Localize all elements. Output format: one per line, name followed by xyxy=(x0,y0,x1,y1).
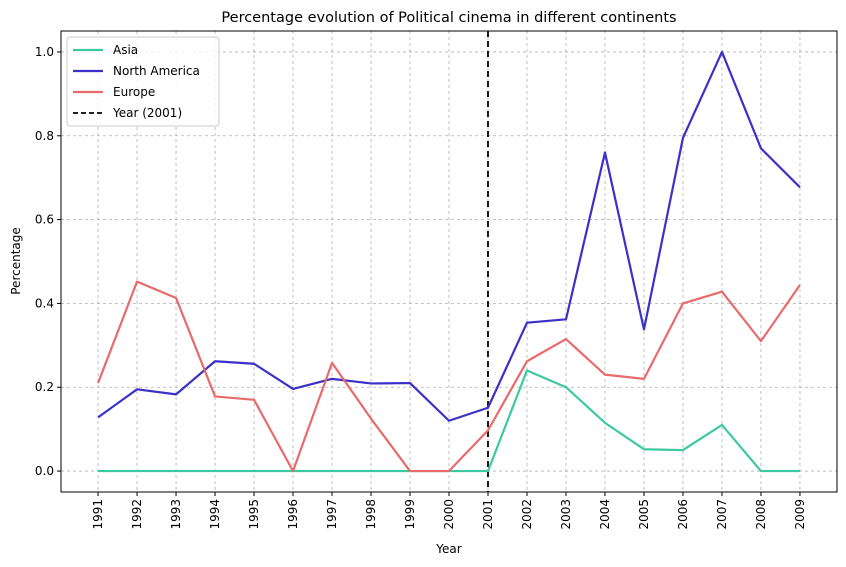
x-tick-label: 1993 xyxy=(169,499,183,530)
x-tick-label: 2000 xyxy=(442,499,456,530)
y-tick-label: 1.0 xyxy=(35,45,54,59)
legend-label: Europe xyxy=(113,85,155,99)
y-axis: 0.0 0.2 0.4 0.6 0.8 1.0 xyxy=(35,45,61,478)
series-line-europe xyxy=(97,280,801,473)
x-tick-label: 2001 xyxy=(481,499,495,530)
x-tick-label: 2005 xyxy=(637,499,651,530)
x-tick-label: 1995 xyxy=(247,499,261,530)
legend-box xyxy=(66,36,220,127)
x-tick-label: 1999 xyxy=(403,499,417,530)
x-tick-label: 2009 xyxy=(793,499,807,530)
x-tick-label: 1998 xyxy=(364,499,378,530)
x-axis: 1991 1992 1993 1994 1995 1996 1997 1998 1999 2000… xyxy=(91,492,807,530)
y-tick-label: 0.2 xyxy=(35,380,54,394)
y-tick-label: 0.8 xyxy=(35,129,54,143)
x-tick-label: 2004 xyxy=(598,499,612,530)
y-axis-label: Percentage xyxy=(9,227,23,295)
legend-label: Asia xyxy=(113,43,138,57)
x-tick-label: 1994 xyxy=(208,499,222,530)
x-tick-label: 1996 xyxy=(286,499,300,530)
y-tick-label: 0.4 xyxy=(35,296,54,310)
chart-title: Percentage evolution of Political cinema… xyxy=(221,10,676,26)
y-tick-label: 0.6 xyxy=(35,213,54,227)
x-tick-label: 2006 xyxy=(676,499,690,530)
y-tick-label: 0.0 xyxy=(35,464,54,478)
series-line-north-america xyxy=(97,50,801,422)
legend-label: Year (2001) xyxy=(112,106,182,120)
x-axis-label: Year xyxy=(435,542,461,556)
x-tick-label: 2003 xyxy=(559,499,573,530)
x-tick-label: 1991 xyxy=(91,499,105,530)
legend: Asia North America Europe Year (2001) xyxy=(66,36,220,127)
legend-label: North America xyxy=(113,64,200,78)
grid xyxy=(61,31,837,492)
x-tick-label: 1992 xyxy=(130,499,144,530)
series-lines xyxy=(97,50,801,473)
x-tick-label: 1997 xyxy=(325,499,339,530)
x-tick-label: 2002 xyxy=(520,499,534,530)
x-tick-label: 2008 xyxy=(754,499,768,530)
x-tick-label: 2007 xyxy=(715,499,729,530)
